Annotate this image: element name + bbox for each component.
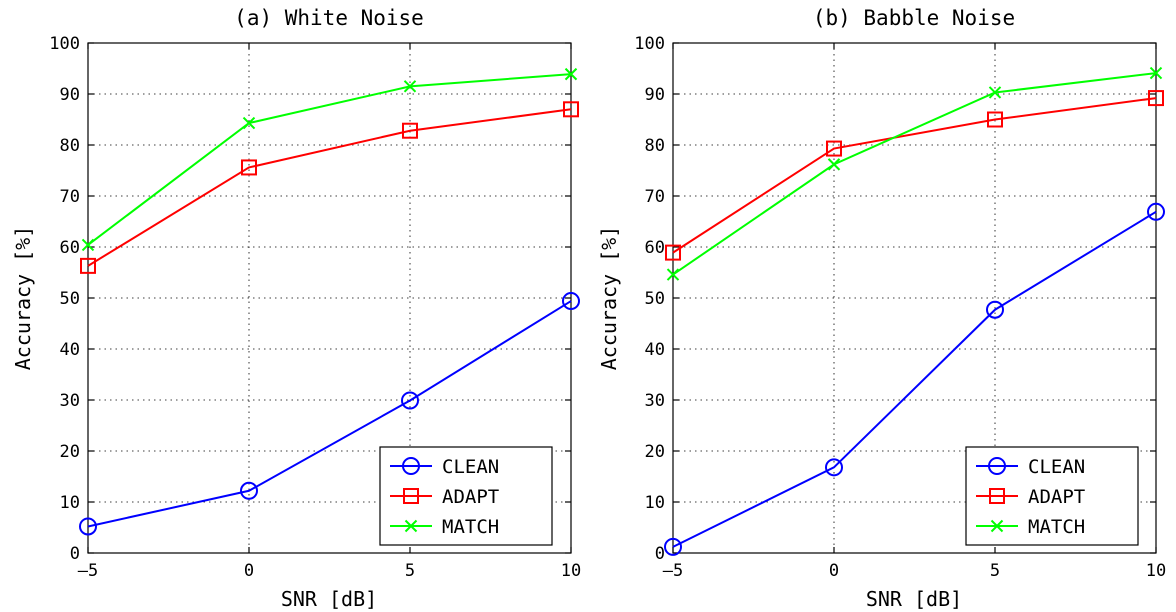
x-tick-label: 0: [829, 561, 839, 581]
series-line: [87, 300, 572, 528]
legend-label: MATCH: [1028, 516, 1085, 538]
data-point: [562, 292, 580, 311]
x-tick-label: 5: [405, 561, 415, 581]
legend-item: CLEAN: [390, 456, 499, 478]
y-tick-label: 50: [60, 289, 80, 309]
data-point: [241, 159, 257, 176]
panel-title: (b) Babble Noise: [813, 6, 1015, 30]
legend-marker: [988, 457, 1006, 475]
panel-babble-noise: (b) Babble Noise SNR [dB] Accuracy [%] –…: [597, 6, 1166, 611]
y-tick-label: 80: [645, 136, 665, 156]
data-point: [403, 80, 417, 93]
data-point: [825, 458, 843, 477]
data-point: [81, 238, 95, 252]
legend-item: ADAPT: [390, 486, 499, 508]
data-point: [401, 391, 419, 410]
legend-marker: [402, 457, 420, 475]
data-point: [665, 244, 681, 261]
data-point: [1149, 66, 1163, 80]
data-point: [564, 67, 578, 81]
data-point: [242, 116, 256, 130]
series-match: [81, 67, 578, 252]
y-tick-label: 70: [645, 187, 665, 207]
x-axis-label: SNR [dB]: [866, 587, 962, 611]
x-tick-label: 10: [1146, 561, 1166, 581]
legend-marker: [990, 519, 1004, 533]
plot-frame: [87, 42, 572, 554]
legend-item: ADAPT: [976, 486, 1085, 508]
data-point: [563, 101, 579, 118]
y-tick-label: 90: [60, 85, 80, 105]
legend-label: CLEAN: [1028, 456, 1085, 478]
plot-frame: [672, 42, 1157, 554]
legend-marker: [403, 488, 419, 504]
y-tick-label: 60: [60, 238, 80, 258]
y-tick-label: 20: [60, 442, 80, 462]
y-tick-label: 30: [645, 391, 665, 411]
data-point: [80, 257, 96, 274]
data-point: [79, 517, 97, 536]
data-point: [666, 268, 680, 281]
series-match: [666, 66, 1163, 281]
y-tick-label: 0: [70, 544, 80, 564]
series-clean: [664, 202, 1165, 556]
y-axis-label: Accuracy [%]: [597, 226, 621, 371]
y-axis-label: Accuracy [%]: [11, 226, 35, 371]
series-line: [672, 97, 1157, 254]
y-tick-label: 30: [60, 391, 80, 411]
legend-item: MATCH: [976, 516, 1085, 538]
y-tick-label: 60: [645, 238, 665, 258]
y-tick-label: 40: [60, 340, 80, 360]
data-point: [988, 86, 1002, 99]
y-tick-label: 50: [645, 289, 665, 309]
data-point: [1147, 202, 1165, 221]
series-adapt: [665, 90, 1164, 261]
legend-item: CLEAN: [976, 456, 1085, 478]
panel-title: (a) White Noise: [234, 6, 424, 30]
y-tick-label: 80: [60, 136, 80, 156]
x-tick-label: –5: [78, 561, 98, 581]
y-tick-label: 70: [60, 187, 80, 207]
series-clean: [79, 292, 580, 536]
panel-white-noise: (a) White Noise SNR [dB] Accuracy [%] –5…: [11, 6, 581, 611]
legend-label: ADAPT: [442, 486, 499, 508]
legend-marker: [989, 488, 1005, 504]
y-tick-label: 100: [49, 34, 80, 54]
x-axis-label: SNR [dB]: [281, 587, 377, 611]
y-tick-label: 90: [645, 85, 665, 105]
data-point: [987, 111, 1003, 128]
x-tick-label: 0: [244, 561, 254, 581]
series-line: [87, 108, 572, 267]
y-tick-label: 20: [645, 442, 665, 462]
y-tick-label: 10: [645, 493, 665, 513]
data-point: [402, 122, 418, 139]
data-point: [986, 300, 1004, 319]
legend-label: CLEAN: [442, 456, 499, 478]
data-point: [1148, 90, 1164, 107]
y-tick-label: 100: [634, 34, 665, 54]
series-adapt: [80, 101, 579, 274]
series-line: [672, 210, 1157, 548]
y-tick-label: 10: [60, 493, 80, 513]
x-tick-label: –5: [663, 561, 683, 581]
series-line: [672, 72, 1157, 276]
y-tick-label: 40: [645, 340, 665, 360]
legend: CLEAN ADAPT MATCH: [379, 446, 553, 546]
series-line: [87, 73, 572, 246]
data-point: [664, 537, 682, 556]
data-point: [827, 158, 841, 171]
x-tick-label: 5: [990, 561, 1000, 581]
legend: CLEAN ADAPT MATCH: [965, 446, 1139, 546]
data-point: [240, 481, 258, 500]
x-tick-label: 10: [561, 561, 581, 581]
legend-item: MATCH: [390, 516, 499, 538]
legend-label: MATCH: [442, 516, 499, 538]
legend-marker: [404, 519, 418, 533]
legend-label: ADAPT: [1028, 486, 1085, 508]
y-tick-label: 0: [655, 544, 665, 564]
data-point: [826, 140, 842, 157]
